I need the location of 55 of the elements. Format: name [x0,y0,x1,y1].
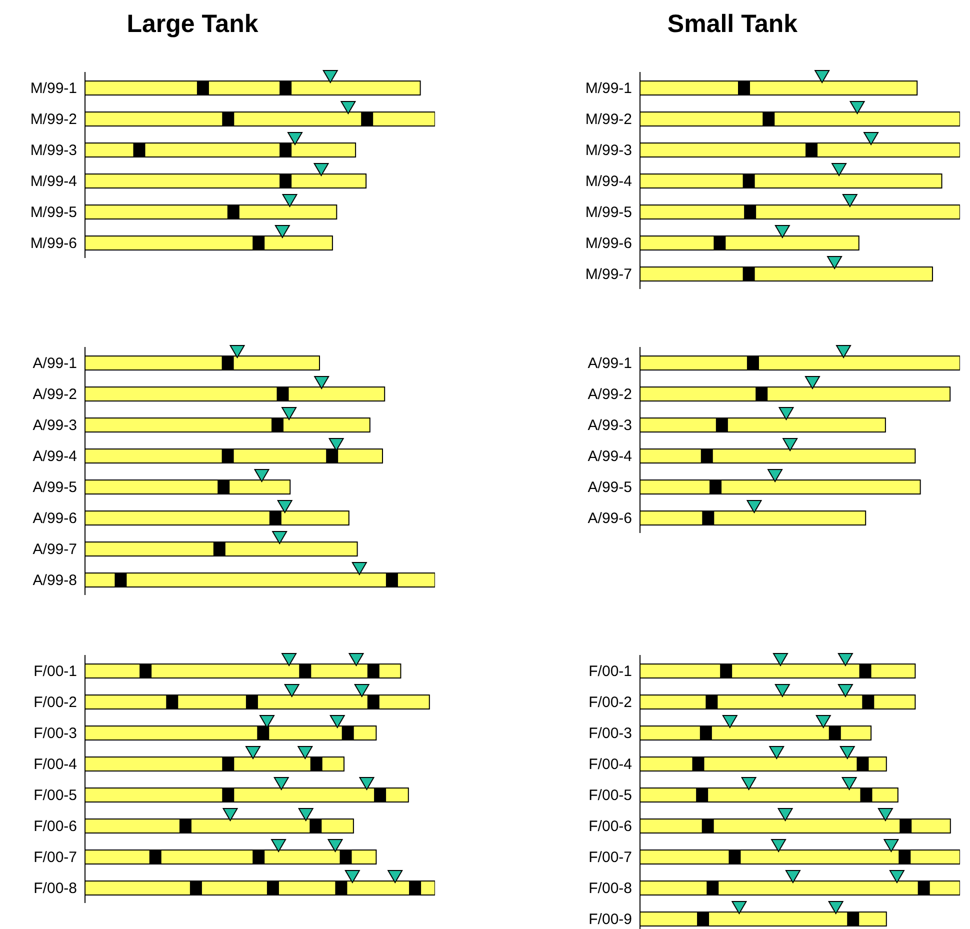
y-tick-label: M/99-3 [585,142,632,159]
y-tick-label: M/99-7 [585,266,632,283]
y-tick-label: F/00-4 [34,756,77,773]
y-tick-label: F/00-4 [588,756,632,773]
y-tick-label: A/99-5 [588,478,632,496]
y-tick-label: F/00-6 [34,818,77,835]
point [252,236,265,250]
y-tick-label: F/00-3 [34,724,77,742]
y-tick-label: A/99-3 [588,416,632,434]
y-tick-label: F/00-9 [588,910,632,928]
y-tick-label: F/00-8 [588,880,632,897]
y-tick-label: A/99-4 [32,448,77,465]
y-tick-label: F/00-7 [34,848,77,866]
y-tick-label: A/99-1 [588,354,632,372]
y-tick-label: A/99-8 [32,572,77,589]
y-tick-label: F/00-6 [588,818,632,835]
y-tick-label: M/99-6 [30,234,77,252]
point [361,112,374,126]
y-tick-label: A/99-2 [32,386,77,403]
y-tick-label: A/99-2 [588,386,632,403]
point [222,112,234,126]
y-tick-label: F/00-2 [34,694,77,711]
point [227,204,240,218]
y-tick-label: M/99-5 [585,204,632,221]
point [133,142,146,156]
y-tick-label: A/99-1 [32,354,77,372]
y-tick-label: F/00-3 [588,724,632,742]
y-tick-label: M/99-2 [585,110,632,128]
chart-title: Large Tank [126,10,260,39]
y-tick-label: A/99-7 [32,540,77,558]
y-tick-label: F/00-1 [34,662,77,680]
y-tick-label: A/99-6 [588,510,632,527]
y-tick-label: F/00-7 [588,848,632,866]
y-tick-label: F/00-5 [34,786,77,804]
y-tick-label: A/99-6 [32,510,77,527]
y-tick-label: A/99-5 [32,478,77,496]
y-tick-label: M/99-3 [30,142,77,159]
y-tick-label: M/99-2 [30,110,77,128]
point [280,142,292,156]
y-tick-label: F/00-2 [588,694,632,711]
y-tick-label: F/00-5 [588,786,632,804]
chart-title: Small Tank [666,10,799,39]
y-tick-label: M/99-4 [30,172,77,190]
point [280,174,292,188]
y-tick-label: M/99-5 [30,204,77,221]
y-tick-label: F/00-1 [588,662,632,680]
y-tick-label: M/99-4 [585,172,632,190]
y-tick-label: A/99-3 [32,416,77,434]
y-tick-label: M/99-6 [585,234,632,252]
y-tick-label: M/99-1 [585,80,632,97]
point [196,80,209,94]
point [280,80,292,94]
y-tick-label: A/99-4 [588,448,632,465]
y-tick-label: M/99-1 [30,80,77,97]
y-tick-label: F/00-8 [34,880,77,897]
